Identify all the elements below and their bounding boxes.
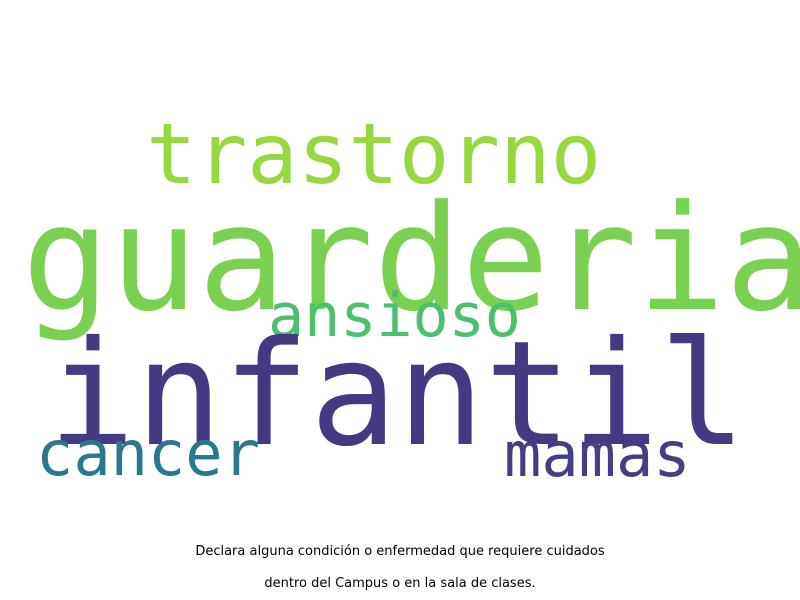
caption: Declara alguna condición o enfermedad qu… (0, 528, 800, 600)
word-guarderia: guarderia (22, 174, 800, 344)
word-infantil: infantil (48, 310, 747, 479)
caption-line-2: dentro del Campus o en la sala de clases… (264, 576, 536, 591)
word-ansioso: ansioso (268, 281, 521, 351)
word-trastorno: trastorno (146, 105, 602, 203)
caption-line-1: Declara alguna condición o enfermedad qu… (195, 544, 605, 559)
word-cancer: cancer (36, 417, 260, 490)
word-mamas: mamas (504, 418, 691, 491)
